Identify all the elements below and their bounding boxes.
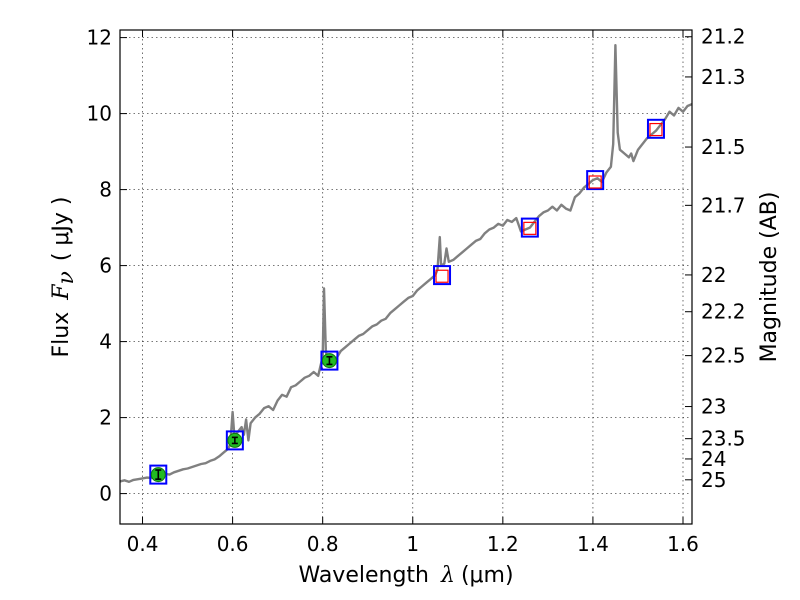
model-photometry-point xyxy=(149,464,168,485)
x-tick-label: 0.4 xyxy=(127,532,159,556)
y-tick-label: 4 xyxy=(99,330,112,354)
x-tick-label: 1.4 xyxy=(577,532,609,556)
spectrum-layer xyxy=(119,44,693,483)
y-tick-label: 0 xyxy=(99,482,112,506)
magnitude-tick-label: 21.2 xyxy=(701,25,746,49)
x-tick-label: 0.6 xyxy=(217,532,249,556)
marker-layer xyxy=(149,118,665,485)
magnitude-tick-label: 21.7 xyxy=(701,193,746,217)
y-tick-label: 12 xyxy=(87,26,112,50)
x-axis-label: Wavelength λ (μm) xyxy=(298,563,513,588)
y-axis-label: FluxFν( μJy ) xyxy=(49,196,79,357)
synthetic-photometry-point xyxy=(649,122,663,137)
magnitude-tick-label: 22 xyxy=(701,263,726,287)
magnitude-tick-label: 23.5 xyxy=(701,427,746,451)
model-photometry-point xyxy=(320,350,339,371)
synthetic-photometry-point xyxy=(523,221,537,235)
magnitude-tick-label: 21.5 xyxy=(701,135,746,159)
y-tick-label: 6 xyxy=(99,254,112,278)
y-tick-label: 2 xyxy=(99,406,112,430)
model-photometry-point xyxy=(646,118,665,139)
magnitude-tick-label: 21.3 xyxy=(701,65,746,89)
magnitude-tick-label: 23 xyxy=(701,395,726,419)
synthetic-photometry-point xyxy=(588,175,602,189)
synthetic-photometry-point xyxy=(435,269,449,283)
y-tick-label: 10 xyxy=(87,102,112,126)
spectrum-line xyxy=(119,44,693,483)
magnitude-tick-label: 24 xyxy=(701,447,726,471)
magnitude-tick-label: 25 xyxy=(701,468,726,492)
x-tick-label: 1.6 xyxy=(667,532,699,556)
plot-frame xyxy=(119,29,693,525)
x-tick-label: 1.2 xyxy=(487,532,519,556)
model-photometry-point xyxy=(520,217,539,238)
x-tick-label: 0.8 xyxy=(307,532,339,556)
model-photometry-point xyxy=(225,430,244,451)
model-photometry-point xyxy=(586,170,605,191)
magnitude-tick-label: 22.2 xyxy=(701,300,746,324)
magnitude-axis-label: Magnitude (AB) xyxy=(757,192,782,363)
x-tick-label: 1 xyxy=(406,532,419,556)
y-tick-label: 8 xyxy=(99,178,112,202)
model-photometry-point xyxy=(433,265,452,286)
magnitude-tick-label: 22.5 xyxy=(701,344,746,368)
